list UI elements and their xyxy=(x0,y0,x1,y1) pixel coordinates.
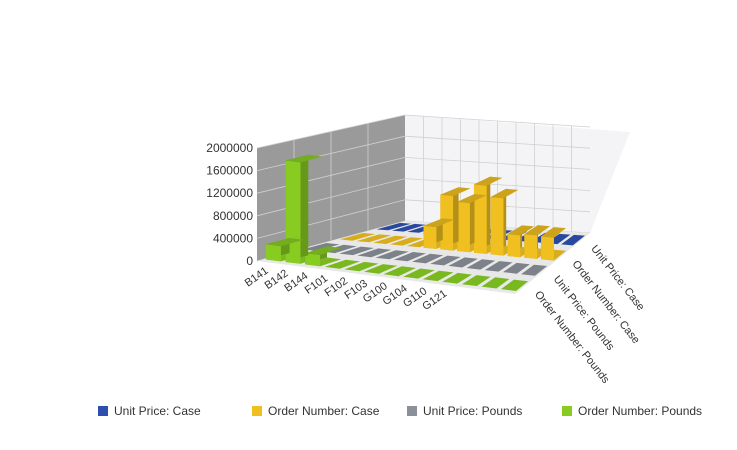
bar-top xyxy=(457,194,487,204)
floor-tile xyxy=(393,252,426,262)
legend-item-unit-price-pounds[interactable]: Unit Price: Pounds xyxy=(407,404,522,418)
bar-front xyxy=(507,234,521,258)
floor-tile xyxy=(390,237,423,246)
y-tick-label: 400000 xyxy=(213,231,253,245)
floor-tile xyxy=(391,223,426,232)
floor-tile xyxy=(442,272,472,284)
bar-top xyxy=(490,188,519,199)
legend-label: Unit Price: Case xyxy=(114,404,201,418)
floor-tile xyxy=(302,243,340,251)
bar[interactable] xyxy=(440,187,471,251)
floor-tile xyxy=(357,248,392,258)
bars xyxy=(266,154,566,267)
bar-front xyxy=(474,184,487,254)
legend-item-unit-price-case[interactable]: Unit Price: Case xyxy=(98,404,201,418)
floor-tile xyxy=(344,261,379,272)
bar[interactable] xyxy=(266,238,304,262)
floor-tile xyxy=(484,261,513,272)
floor-tile xyxy=(461,275,491,286)
back-wall xyxy=(405,115,630,233)
y-tick-label: 1600000 xyxy=(206,164,253,178)
legend-swatch xyxy=(98,406,108,416)
y-tick-label: 0 xyxy=(246,254,253,268)
y-tick-label: 2000000 xyxy=(206,141,253,155)
legend-swatch xyxy=(252,406,262,416)
floor-tile xyxy=(430,255,461,266)
y-axis-ticks: 0 400000 800000 1200000 1600000 2000000 xyxy=(206,141,253,268)
legend-label: Unit Price: Pounds xyxy=(423,404,523,418)
floor-tile xyxy=(339,233,376,241)
legend: Unit Price: Case Order Number: Case Unit… xyxy=(0,404,737,424)
legend-item-order-number-case[interactable]: Order Number: Case xyxy=(252,404,379,418)
bar-top xyxy=(524,225,551,236)
bar[interactable] xyxy=(423,218,455,249)
bar-front xyxy=(490,197,504,256)
floor-tile xyxy=(412,253,444,264)
bar-front xyxy=(524,234,538,259)
floor-tile xyxy=(481,277,510,289)
floor-tile xyxy=(502,262,530,274)
bar-top xyxy=(440,187,471,196)
floor-tile xyxy=(561,234,585,246)
bar-front xyxy=(423,225,437,249)
bar-front xyxy=(285,160,301,264)
bar[interactable] xyxy=(305,246,342,267)
floor-tile xyxy=(339,246,375,256)
bar-top xyxy=(474,176,503,186)
floor-tile xyxy=(375,250,409,260)
floor-tile xyxy=(373,235,408,244)
series-axis-label: Unit Price: Case xyxy=(588,243,646,313)
bar-top xyxy=(305,246,342,255)
bar-top xyxy=(423,218,455,228)
legend-label: Order Number: Pounds xyxy=(578,404,703,418)
floor-tile xyxy=(376,222,412,231)
bar[interactable] xyxy=(490,188,519,256)
y-tick-label: 800000 xyxy=(213,209,253,223)
floor-tile xyxy=(324,259,360,269)
bar-top xyxy=(507,225,535,236)
floor-tile xyxy=(356,234,392,243)
bar-top xyxy=(285,154,323,163)
floor-tile xyxy=(383,266,416,277)
bar-front xyxy=(266,244,281,262)
bar-top xyxy=(541,227,566,238)
bar[interactable] xyxy=(457,194,487,253)
bar[interactable] xyxy=(507,225,535,258)
legend-item-order-number-pounds[interactable]: Order Number: Pounds xyxy=(562,404,702,418)
legend-swatch xyxy=(407,406,417,416)
bar-front xyxy=(457,201,470,253)
floor-tile xyxy=(364,264,398,274)
bar-front xyxy=(541,236,554,261)
floor-tile xyxy=(466,259,496,270)
bar[interactable] xyxy=(524,225,551,259)
bar[interactable] xyxy=(285,154,323,264)
floor-tile xyxy=(422,270,454,282)
y-tick-label: 1200000 xyxy=(206,186,253,200)
legend-label: Order Number: Case xyxy=(268,404,380,418)
legend-swatch xyxy=(562,406,572,416)
floor-tile xyxy=(448,257,478,268)
bar-front xyxy=(305,253,321,267)
gridline xyxy=(256,114,591,149)
floor-tile xyxy=(403,268,435,279)
floor-tile xyxy=(501,279,529,291)
floor-tile xyxy=(521,264,548,276)
bar-top xyxy=(266,238,304,247)
bar[interactable] xyxy=(541,227,566,261)
